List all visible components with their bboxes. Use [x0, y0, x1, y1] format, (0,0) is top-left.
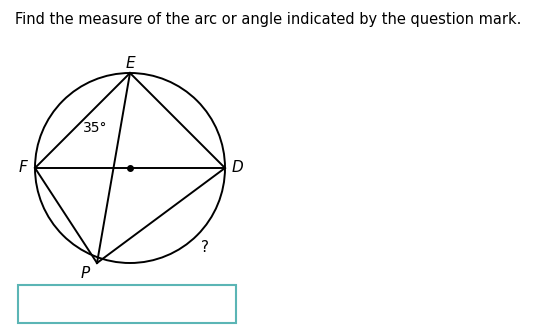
Text: P: P [80, 266, 90, 281]
Text: F: F [19, 161, 27, 175]
Bar [18, 285, 236, 323]
Text: Find the measure of the arc or angle indicated by the question mark.: Find the measure of the arc or angle ind… [15, 12, 521, 27]
Text: E: E [125, 55, 135, 70]
Text: D: D [231, 161, 243, 175]
Text: ?: ? [201, 240, 209, 256]
Text: 35°: 35° [83, 121, 107, 135]
